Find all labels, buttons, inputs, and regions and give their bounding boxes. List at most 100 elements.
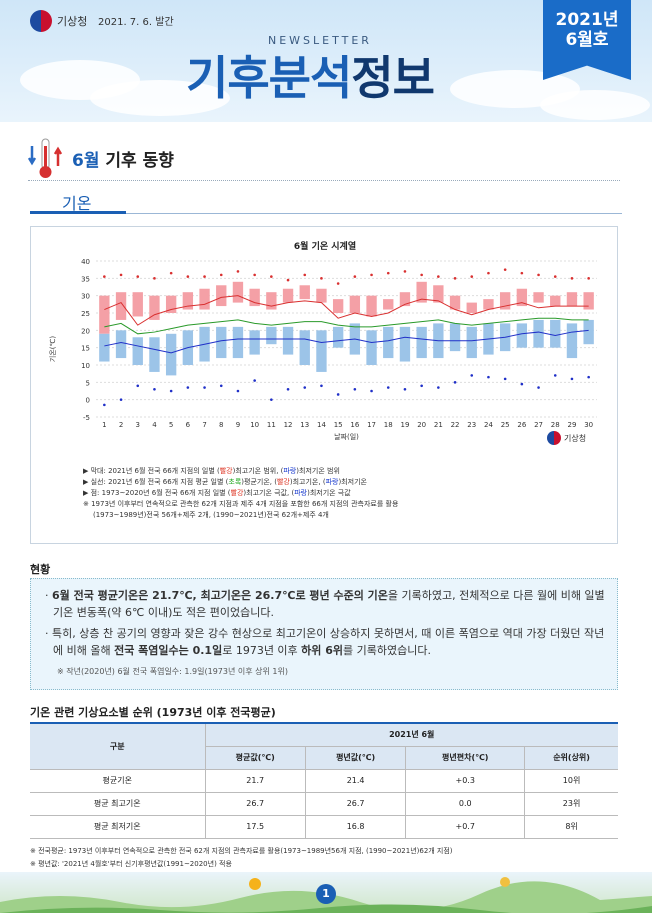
x-tick-label: 15 xyxy=(334,421,343,429)
x-tick-label: 18 xyxy=(384,421,393,429)
tmin-range-bar xyxy=(416,326,427,359)
min-extreme-point xyxy=(487,375,490,379)
tmin-range-bar xyxy=(132,337,143,365)
x-tick-label: 6 xyxy=(186,421,191,429)
x-tick-label: 28 xyxy=(551,421,560,429)
min-extreme-point xyxy=(303,386,307,389)
y-tick-label: 30 xyxy=(81,293,90,301)
x-tick-label: 22 xyxy=(451,421,460,429)
min-extreme-point xyxy=(553,374,557,377)
tmax-range-bar xyxy=(533,292,544,303)
x-tick-label: 4 xyxy=(152,421,157,429)
max-extreme-point xyxy=(236,270,240,273)
min-extreme-point xyxy=(587,375,590,379)
tmin-range-bar xyxy=(299,330,310,365)
y-tick-label: 20 xyxy=(81,327,90,335)
tmin-range-bar xyxy=(466,326,477,359)
section-title: 6월 기후 동향 xyxy=(72,146,174,171)
tmin-range-bar xyxy=(316,330,327,372)
tmax-range-bar xyxy=(199,288,210,310)
tmin-range-bar xyxy=(366,330,377,365)
tmin-range-bar xyxy=(165,333,177,376)
tmax-range-bar xyxy=(416,281,427,303)
tmax-range-bar xyxy=(115,292,127,320)
note-dots: ▶ 점: 1973~2020년 6월 전국 66개 지점 일별 (빨강)최고기온… xyxy=(83,489,351,497)
taegeuk-icon xyxy=(30,10,52,32)
ribbon-month: 6월호 xyxy=(565,30,609,50)
col-group-header: 구분 xyxy=(30,722,206,770)
col-header: 평년편차(℃) xyxy=(405,746,526,770)
min-extreme-point xyxy=(270,398,273,401)
x-tick-label: 5 xyxy=(169,421,173,429)
x-tick-label: 13 xyxy=(300,421,309,429)
max-extreme-point xyxy=(186,275,190,278)
min-extreme-point xyxy=(353,387,357,391)
table-heading: 기온 관련 기상요소별 순위 (1973년 이후 전국평균) xyxy=(30,706,276,719)
table-row: 평균 최고기온 26.7 26.7 0.0 23위 xyxy=(30,792,618,816)
tmax-range-bar xyxy=(332,299,344,313)
x-tick-label: 25 xyxy=(501,421,510,429)
tmin-range-bar xyxy=(533,319,544,348)
max-extreme-point xyxy=(453,277,457,280)
max-extreme-point xyxy=(520,271,524,275)
x-tick-label: 11 xyxy=(267,421,276,429)
issue-date: 2021. 7. 6. 발간 xyxy=(98,17,174,28)
tmax-range-bar xyxy=(566,292,578,307)
tab-underline xyxy=(30,213,622,214)
max-extreme-point xyxy=(153,277,156,280)
kma-logo-icon xyxy=(547,431,561,445)
x-tick-label: 30 xyxy=(584,421,593,429)
max-extreme-point xyxy=(403,270,407,273)
min-extreme-point xyxy=(203,386,206,389)
max-extreme-point xyxy=(303,273,307,277)
kma-logo-text: 기상청 xyxy=(564,433,587,443)
tmin-range-bar xyxy=(449,323,461,352)
kma-logo: 기상청 xyxy=(547,431,586,445)
x-tick-label: 19 xyxy=(400,421,409,429)
x-tick-label: 16 xyxy=(350,421,359,429)
tmin-range-bar xyxy=(232,326,244,359)
max-extreme-point xyxy=(320,277,323,280)
x-tick-label: 26 xyxy=(517,421,526,429)
x-tick-label: 2 xyxy=(119,421,123,429)
tmax-range-bar xyxy=(216,285,227,307)
max-extreme-point xyxy=(270,275,273,278)
tmin-range-bar xyxy=(266,326,277,345)
note-lines: ▶ 실선: 2021년 6월 전국 66개 지점 평균 일별 (초록)평균기온,… xyxy=(83,478,367,486)
tmin-range-bar xyxy=(282,326,294,355)
max-extreme-point xyxy=(503,268,507,271)
y-tick-label: 0 xyxy=(86,397,90,405)
tmax-range-bar xyxy=(182,292,194,310)
tmin-range-bar xyxy=(383,326,394,359)
tmax-range-bar xyxy=(449,295,461,310)
y-tick-label: 40 xyxy=(81,258,90,266)
max-extreme-point xyxy=(219,273,223,277)
tmax-range-bar xyxy=(299,285,310,300)
max-extreme-point xyxy=(203,275,206,278)
page-number: 1 xyxy=(316,884,336,904)
min-extreme-point xyxy=(437,386,440,389)
tmax-range-bar xyxy=(583,292,594,310)
tmax-range-bar xyxy=(232,281,244,303)
section-heading: 6월 기후 동향 xyxy=(27,136,174,180)
section-month: 6월 xyxy=(72,150,100,171)
y-tick-label: 35 xyxy=(81,275,90,283)
x-tick-label: 10 xyxy=(250,421,259,429)
min-extreme-point xyxy=(136,384,140,388)
tmax-range-bar xyxy=(99,295,110,334)
min-extreme-point xyxy=(286,387,290,391)
series-line xyxy=(104,329,589,354)
newsletter-title: 기후분석정보 xyxy=(186,42,435,108)
y-tick-label: 15 xyxy=(81,345,90,353)
col-header: 평균값(℃) xyxy=(205,746,306,770)
max-extreme-point xyxy=(437,275,440,278)
title-part-b: 정보 xyxy=(351,51,435,105)
col-header: 평년값(℃) xyxy=(305,746,407,770)
tmax-range-bar xyxy=(349,295,361,313)
min-extreme-point xyxy=(470,374,474,377)
max-extreme-point xyxy=(470,275,474,278)
ribbon-year: 2021년 xyxy=(555,10,619,30)
min-extreme-point xyxy=(403,387,407,391)
min-extreme-point xyxy=(320,384,323,388)
